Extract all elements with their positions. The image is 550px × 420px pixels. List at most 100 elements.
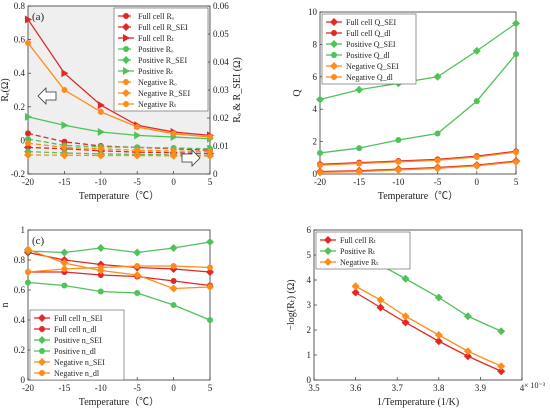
data-point xyxy=(206,151,214,160)
series-line xyxy=(319,161,517,174)
panel-c: -20 -15 -10 -5 0 5 0 0.2 0.4 0.6 0.8 1 (c) Temperatur… xyxy=(0,225,214,408)
data-point xyxy=(512,19,520,28)
data-point xyxy=(434,130,441,137)
legend-entry: Positive Rₜ xyxy=(340,247,375,256)
series-2 xyxy=(25,269,213,289)
data-point xyxy=(207,317,213,323)
data-point xyxy=(25,39,31,46)
data-point xyxy=(25,136,31,142)
y-tick-label: 5 xyxy=(307,250,312,260)
legend-marker xyxy=(324,236,332,244)
y-tick-label: 6 xyxy=(313,72,318,82)
series-line xyxy=(27,251,211,273)
data-point xyxy=(60,248,69,257)
data-point xyxy=(473,153,480,160)
series-line xyxy=(27,248,211,290)
data-point xyxy=(376,296,385,304)
panel-a-arrows xyxy=(37,87,201,167)
x-tick-label: 3.7 xyxy=(392,383,404,393)
x-multiplier: × 10⁻³ xyxy=(524,381,546,390)
data-point xyxy=(60,151,69,160)
data-point xyxy=(497,362,506,371)
data-point xyxy=(316,168,324,177)
series-line xyxy=(27,150,211,157)
legend-marker xyxy=(39,348,45,354)
y-right-tick-label: 0.01 xyxy=(213,141,229,151)
y-tick-label: 1 xyxy=(21,225,26,235)
x-tick-label: 3.6 xyxy=(350,383,362,393)
data-point xyxy=(170,130,177,137)
series-line xyxy=(319,151,517,166)
data-point xyxy=(356,145,363,152)
x-tick-label: -10 xyxy=(95,383,107,393)
series-line xyxy=(27,142,211,153)
legend-marker xyxy=(331,30,337,36)
data-point xyxy=(434,293,443,302)
data-point xyxy=(133,248,142,257)
series-line xyxy=(319,22,517,101)
x-axis-label: 1/Temperature (1/K) xyxy=(377,397,459,408)
data-point xyxy=(25,279,31,286)
data-point xyxy=(25,269,31,275)
legend-marker xyxy=(330,62,338,70)
legend-entry: Positive Rₜ xyxy=(138,67,173,76)
legend-entry: Negative Q_SEI xyxy=(346,62,399,71)
data-point xyxy=(316,95,324,104)
series-line xyxy=(319,150,517,165)
x-tick-label: 0 xyxy=(171,177,176,187)
data-point xyxy=(463,312,472,321)
x-tick-label: -15 xyxy=(58,177,70,187)
data-point xyxy=(25,112,32,121)
data-point xyxy=(170,263,177,269)
data-point xyxy=(497,367,506,376)
x-tick-label: 5 xyxy=(208,177,213,187)
data-point xyxy=(169,244,178,252)
y-axis-label: Rₑ(Ω) xyxy=(0,78,11,101)
data-point xyxy=(97,145,104,152)
legend-entry: Negative Rₒ xyxy=(138,78,177,87)
series-4 xyxy=(25,279,213,323)
data-point xyxy=(355,167,364,176)
legend-entry: Full cell n_dl xyxy=(54,325,97,334)
legend-entry: Positive Q_dl xyxy=(346,51,391,60)
legend-entry: Full cell Rₜ xyxy=(340,236,376,245)
y-tick-label: 0.4 xyxy=(14,68,26,78)
y-right-tick-label: 0.03 xyxy=(213,85,229,95)
legend-marker xyxy=(39,370,45,376)
data-point xyxy=(207,134,213,141)
legend-marker xyxy=(123,13,129,19)
data-point xyxy=(134,131,142,140)
data-point xyxy=(24,150,32,159)
legend-marker xyxy=(38,336,46,344)
x-tick-label: 4 xyxy=(520,383,525,393)
series-line xyxy=(27,241,211,254)
legend-entry: Full cell R_SEI xyxy=(138,23,188,32)
x-tick-label: -20 xyxy=(22,383,34,393)
y-tick-label: 4 xyxy=(313,104,318,114)
data-point xyxy=(61,266,68,272)
legend-entry: Positive R_SEI xyxy=(138,56,187,65)
data-point xyxy=(96,244,105,252)
legend-entry: Positive Rₒ xyxy=(138,45,174,54)
legend-entry: Full cell Rₒ xyxy=(138,12,175,21)
data-point xyxy=(96,151,105,160)
legend-marker xyxy=(330,18,338,26)
legend-marker xyxy=(122,23,130,31)
series-9 xyxy=(25,39,213,141)
legend-entry: Negative R_SEI xyxy=(138,89,191,98)
data-point xyxy=(351,282,360,291)
panel-label: (a) xyxy=(32,11,45,23)
x-tick-label: -15 xyxy=(353,177,365,187)
data-point xyxy=(97,272,104,278)
x-axis-label: Temperature（℃） xyxy=(378,190,458,202)
legend-box xyxy=(29,309,125,381)
legend: Full cell n_SEI Full cell n_dl Positive n_… xyxy=(29,309,125,381)
data-point xyxy=(395,158,402,165)
series-3 xyxy=(24,238,214,257)
data-point xyxy=(61,121,69,130)
data-point xyxy=(401,274,410,283)
x-tick-label: 0 xyxy=(171,383,176,393)
series-line xyxy=(355,291,502,372)
x-tick-label: -5 xyxy=(133,177,141,187)
series-1 xyxy=(351,288,506,376)
